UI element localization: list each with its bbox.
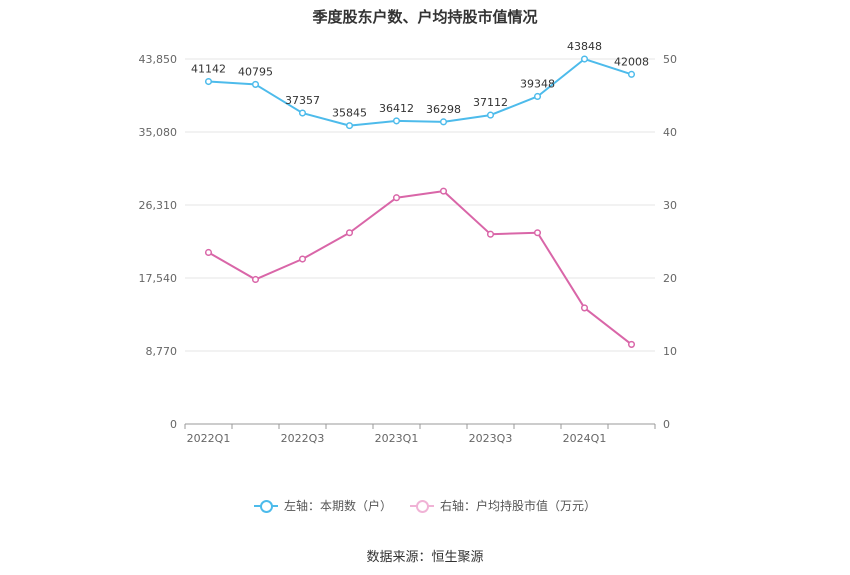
data-point-right: [392, 194, 401, 202]
right-axis-tick-label: 30: [663, 199, 677, 212]
data-point-left: [533, 92, 542, 101]
x-axis-tick-label: 2023Q3: [469, 432, 513, 445]
legend-label-left-series: 左轴：本期数（户）: [283, 499, 392, 513]
x-axis-tick-label: 2022Q3: [281, 432, 325, 445]
right-axis-tick-label: 50: [663, 53, 677, 66]
left-axis-tick-label: 43,850: [139, 53, 178, 66]
left-axis-tick-label: 8,770: [146, 345, 178, 358]
legend-item-left-series[interactable]: 左轴：本期数（户）: [253, 497, 392, 514]
data-label: 43848: [567, 40, 602, 53]
left-axis-tick-label: 0: [170, 418, 177, 431]
x-axis-tick-label: 2024Q1: [563, 432, 607, 445]
legend-swatch-left-series: [253, 499, 278, 513]
x-axis-tick-label: 2023Q1: [375, 432, 419, 445]
data-label: 40795: [238, 65, 273, 78]
data-point-left: [627, 70, 636, 78]
series-line-left: [208, 58, 632, 127]
data-label: 35845: [332, 107, 367, 120]
data-point-left: [298, 109, 307, 117]
right-axis-tick-label: 20: [663, 272, 677, 285]
right-axis-tick-label: 10: [663, 345, 677, 358]
data-point-right: [204, 248, 213, 256]
data-point-left: [580, 55, 589, 63]
series-line-right: [208, 190, 633, 346]
left-axis-tick-label: 17,540: [139, 272, 178, 285]
data-point-left: [204, 77, 213, 86]
right-axis-tick-label: 40: [663, 126, 677, 139]
data-label: 37357: [285, 94, 320, 107]
x-axis-tick-label: 2022Q1: [187, 432, 231, 445]
data-point-right: [251, 275, 260, 284]
data-point-right: [298, 255, 307, 263]
data-source: 数据来源：恒生聚源: [366, 550, 484, 565]
data-point-left: [392, 117, 401, 125]
data-point-right: [580, 304, 589, 312]
data-label: 37112: [473, 96, 508, 109]
legend-swatch-right-series: [410, 499, 434, 513]
data-label: 42008: [614, 55, 649, 68]
chart-title: 季度股东户数、户均持股市值情况: [312, 8, 538, 26]
data-point-right: [486, 230, 495, 238]
data-point-right: [627, 340, 636, 348]
left-axis-tick-label: 35,080: [139, 126, 178, 139]
chart-legend: 左轴：本期数（户） 右轴：户均持股市值（万元）: [0, 497, 850, 514]
data-point-right: [345, 229, 354, 237]
data-point-left: [345, 122, 354, 130]
data-label: 36298: [426, 103, 461, 116]
legend-label-right-series: 右轴：户均持股市值（万元）: [440, 499, 597, 513]
data-label: 41142: [191, 63, 226, 76]
data-point-right: [533, 229, 542, 237]
data-point-left: [439, 118, 448, 126]
right-axis-tick-label: 0: [663, 418, 670, 431]
data-point-left: [486, 111, 495, 119]
data-label: 36412: [379, 102, 414, 115]
data-point-right: [439, 187, 448, 195]
data-point-left: [251, 80, 260, 88]
left-axis-tick-label: 26,310: [139, 199, 178, 212]
legend-item-right-series[interactable]: 右轴：户均持股市值（万元）: [410, 497, 596, 514]
data-label: 39348: [520, 77, 555, 90]
